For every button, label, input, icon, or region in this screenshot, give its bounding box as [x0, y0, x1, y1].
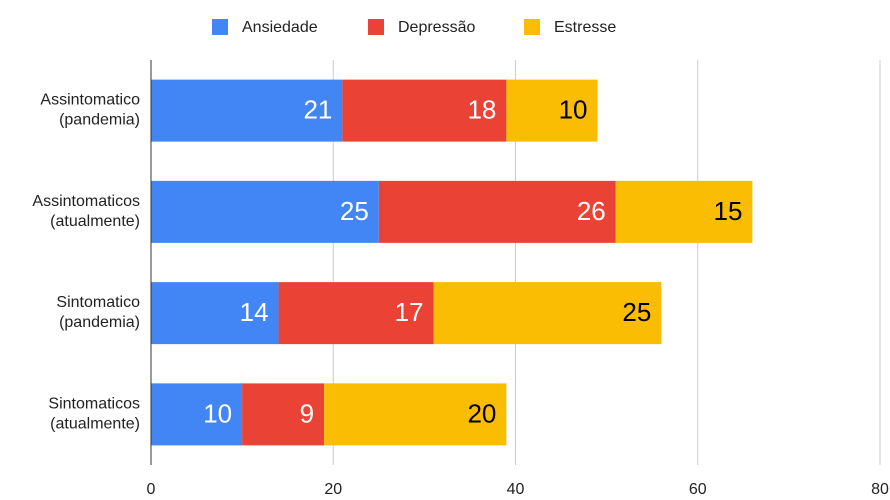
bar-segment — [151, 383, 243, 446]
legend-label: Ansiedade — [242, 19, 318, 36]
data-label: 9 — [300, 398, 314, 428]
data-label: 17 — [395, 297, 424, 327]
legend-swatch — [368, 19, 384, 35]
y-tick-label-line: Assintomaticos — [32, 193, 140, 210]
y-tick-label: Assintomatico (pandemia) — [40, 92, 140, 129]
bar-segment — [378, 180, 616, 243]
y-tick-label-line: (atualmente) — [50, 416, 140, 433]
legend-label: Estresse — [554, 19, 616, 36]
data-label: 21 — [303, 95, 332, 125]
data-label: 25 — [340, 196, 369, 226]
legend-swatch — [212, 19, 228, 35]
y-tick-label-line: Sintomatico — [56, 294, 140, 311]
bar-segment — [342, 79, 507, 142]
data-label: 25 — [622, 297, 651, 327]
legend-label: Depressão — [398, 19, 475, 36]
bar-segment — [151, 180, 379, 243]
data-label: 10 — [203, 398, 232, 428]
bar-segment — [278, 282, 434, 345]
data-label: 10 — [559, 95, 588, 125]
bar-segment — [324, 383, 507, 446]
bar-segment — [242, 383, 325, 446]
y-tick-label: Sintomaticos (atualmente) — [48, 396, 140, 433]
bar-segment — [615, 180, 753, 243]
data-label: 14 — [240, 297, 269, 327]
bar-segment — [433, 282, 662, 345]
data-label: 15 — [714, 196, 743, 226]
x-tick-label: 40 — [507, 481, 525, 498]
data-label: 18 — [467, 95, 496, 125]
bar-segment — [151, 282, 279, 345]
legend-swatch — [524, 19, 540, 35]
y-tick-label-line: (atualmente) — [50, 213, 140, 230]
data-label: 26 — [577, 196, 606, 226]
data-label: 20 — [467, 398, 496, 428]
x-tick-label: 80 — [871, 481, 889, 498]
y-tick-label-line: Assintomatico — [40, 92, 140, 109]
bar-segment — [506, 79, 598, 142]
y-tick-label-line: Sintomaticos — [48, 396, 140, 413]
y-tick-label: Assintomaticos (atualmente) — [32, 193, 140, 230]
x-tick-label: 60 — [689, 481, 707, 498]
y-tick-label: Sintomatico (pandemia) — [56, 294, 140, 331]
y-tick-label-line: (pandemia) — [59, 112, 140, 129]
x-tick-label: 0 — [147, 481, 156, 498]
x-tick-label: 20 — [324, 481, 342, 498]
bar-segment — [151, 79, 343, 142]
y-tick-label-line: (pandemia) — [59, 314, 140, 331]
